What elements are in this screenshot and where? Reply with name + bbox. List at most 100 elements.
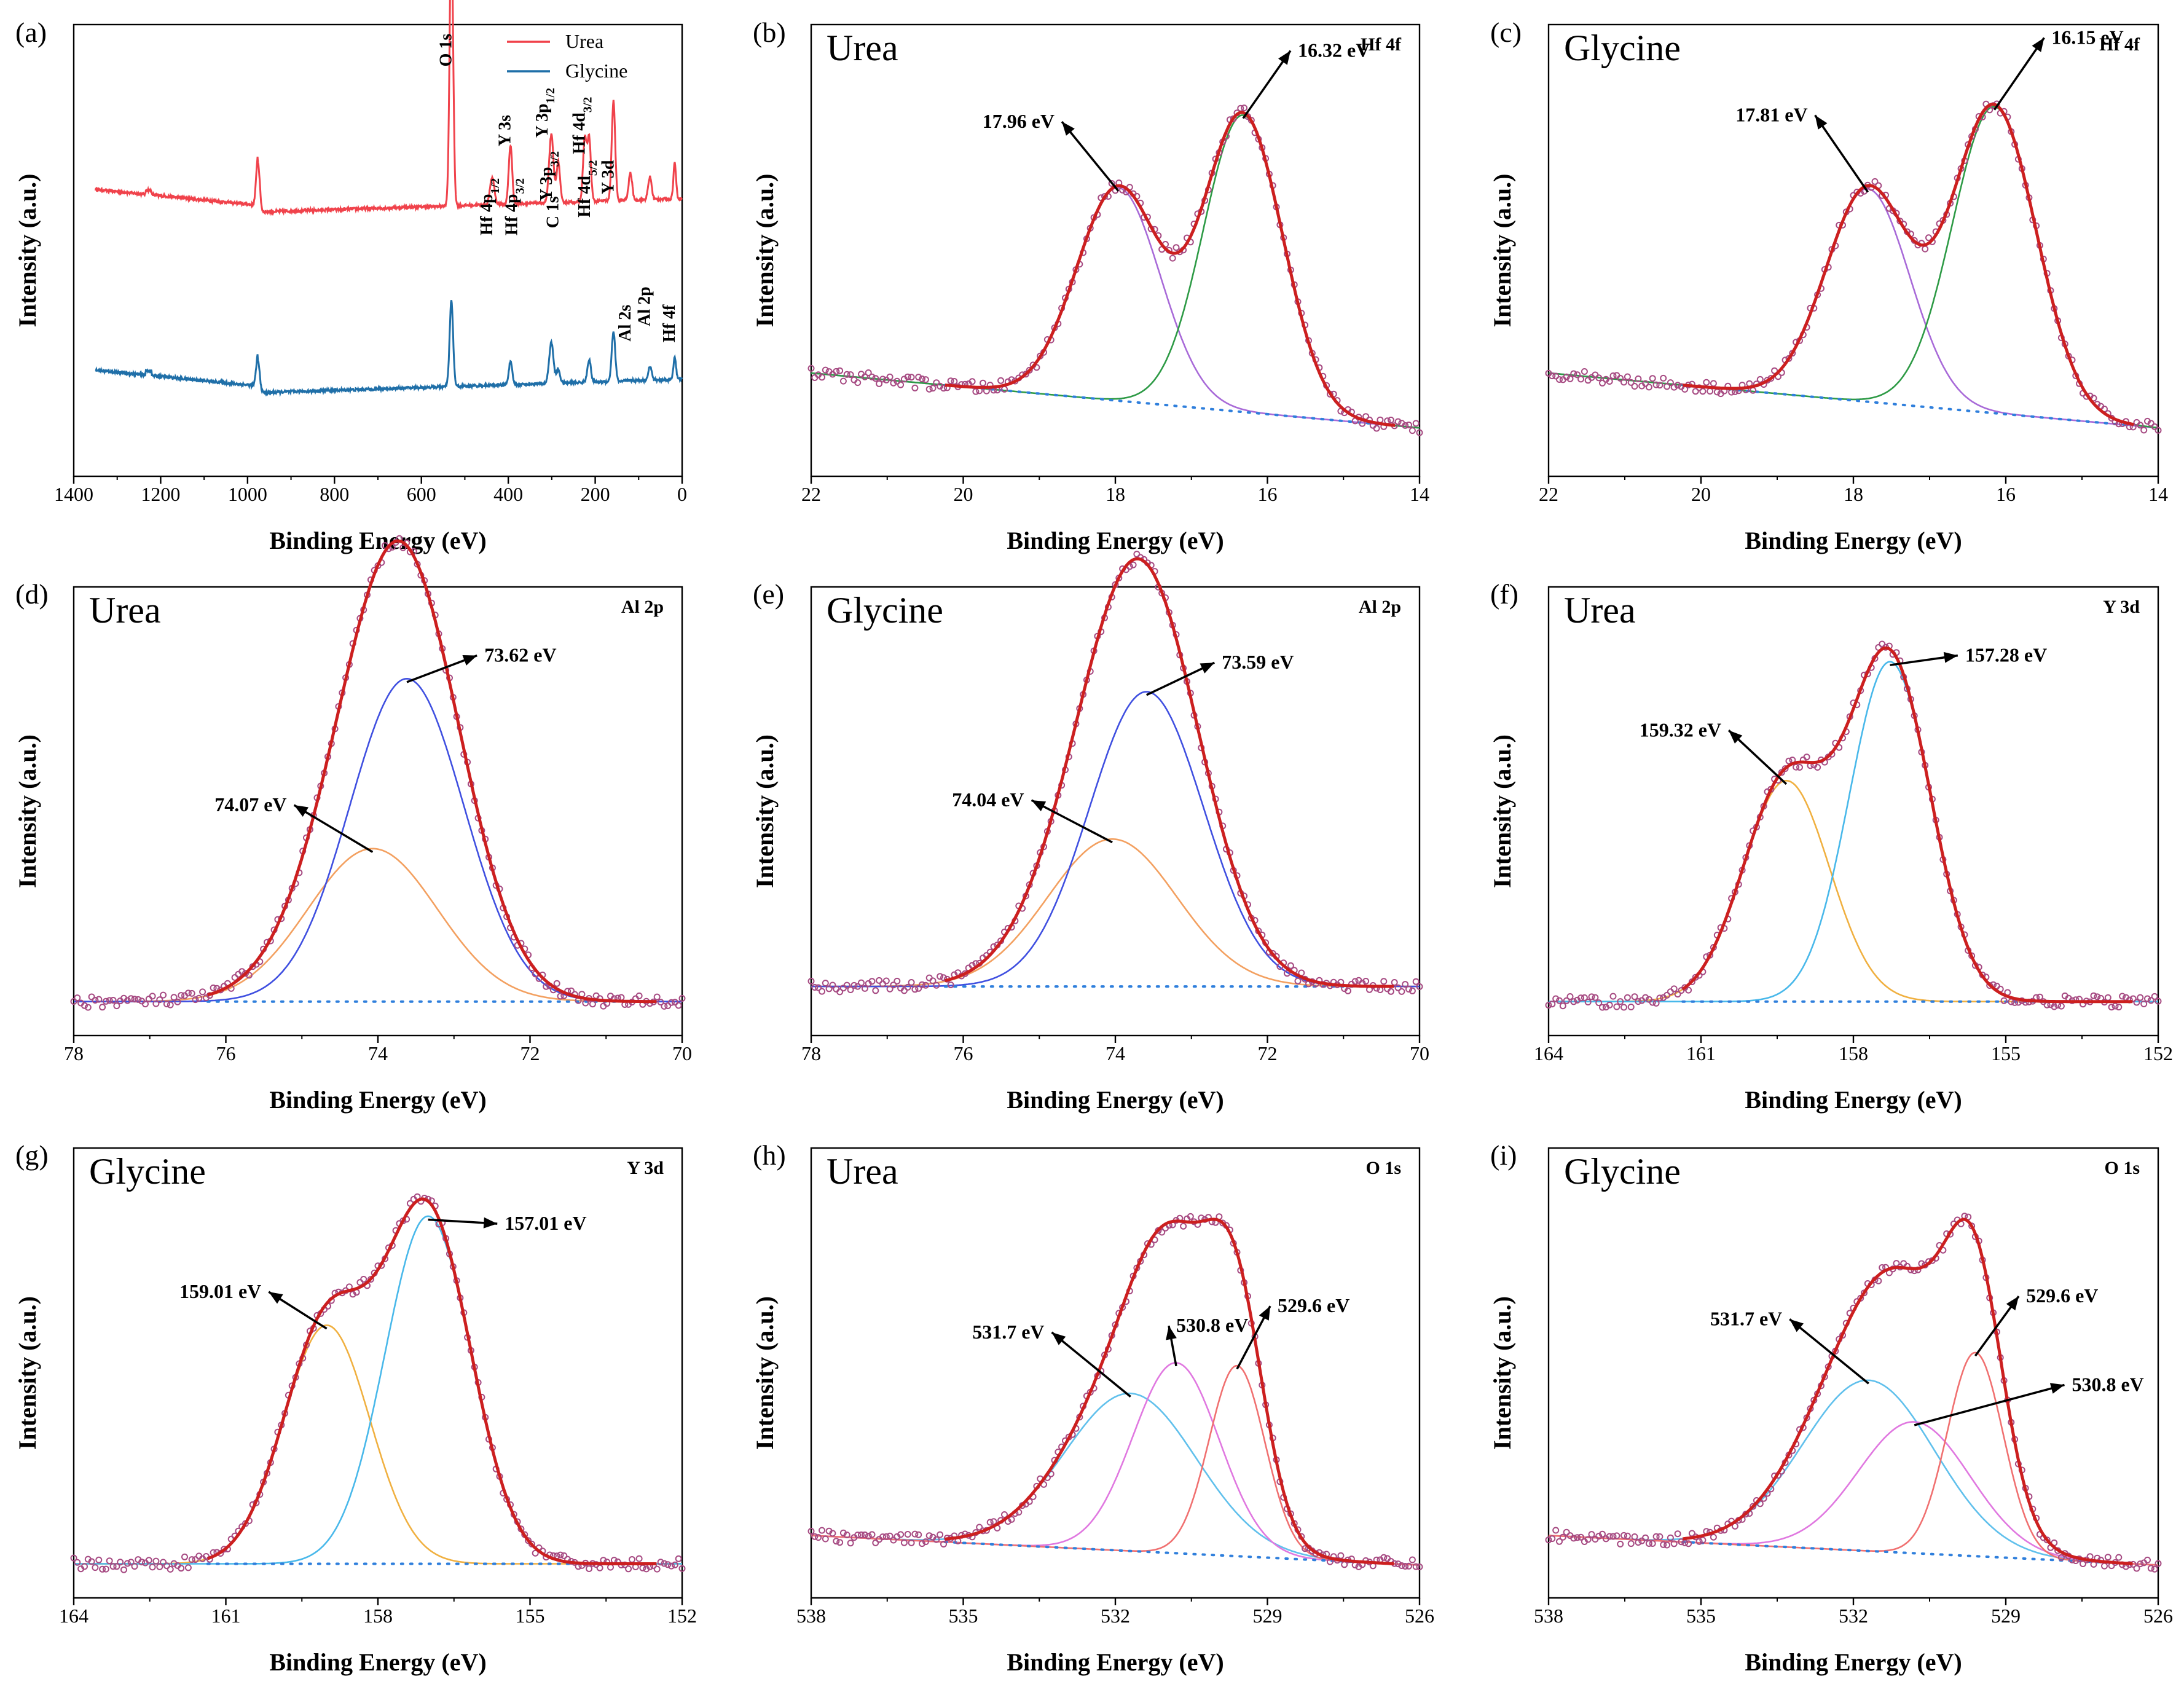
x-tick-label: 526: [1405, 1605, 1434, 1627]
raw-data-point: [872, 987, 879, 994]
raw-data-point: [1649, 999, 1656, 1006]
raw-data-point: [156, 1563, 163, 1570]
panel-label: (c): [1490, 17, 1522, 48]
raw-data-points: [1545, 1213, 2162, 1573]
raw-data-point: [1674, 991, 1681, 998]
raw-data-point: [131, 1563, 138, 1570]
x-tick-label: 72: [520, 1042, 540, 1064]
raw-data-point: [81, 1002, 88, 1009]
peak-annotation: 16.32 eV: [1298, 39, 1370, 61]
raw-data-point: [1416, 429, 1423, 436]
y-axis-label: Intensity (a.u.): [1488, 1296, 1516, 1450]
survey-peak-label: Y 3s: [496, 115, 515, 146]
raw-data-point: [947, 377, 954, 385]
raw-data-point: [149, 1563, 156, 1571]
raw-data-point: [1631, 993, 1638, 1001]
raw-data-point: [815, 984, 822, 991]
raw-data-point: [1599, 1530, 1606, 1538]
orbital-label: Hf 4f: [1361, 34, 1402, 55]
fit-component-1: [74, 1324, 682, 1565]
x-tick-label: 22: [1539, 483, 1558, 505]
x-tick-label: 538: [796, 1605, 826, 1627]
x-tick-label: 600: [407, 483, 436, 505]
raw-data-point: [1405, 421, 1412, 428]
arrow-head: [1278, 50, 1290, 65]
raw-data-point: [843, 371, 850, 378]
raw-data-point: [833, 1538, 840, 1545]
raw-data-point: [2090, 992, 2097, 999]
raw-data-point: [84, 1004, 92, 1011]
raw-data-point: [876, 380, 883, 387]
raw-data-point: [81, 1563, 88, 1570]
raw-data-point: [1635, 1539, 1642, 1546]
x-tick-label: 152: [667, 1605, 697, 1627]
panel-i: 538 535 532 529 526 Binding Energy (eV) Intens…: [1488, 1139, 2173, 1676]
sample-title: Glycine: [1564, 1151, 1681, 1192]
x-axis-label: Binding Energy (eV): [1007, 527, 1224, 554]
raw-data-point: [1781, 765, 1789, 773]
peak-annotation: 159.32 eV: [1640, 718, 1721, 741]
raw-data-point: [1609, 1533, 1617, 1540]
panel-label: (b): [753, 17, 786, 48]
plot-frame: [810, 586, 1421, 1037]
fit-component-1: [1548, 187, 2159, 429]
raw-data-point: [618, 994, 625, 1001]
raw-data-point: [1922, 245, 1929, 253]
peak-annotation: 159.01 eV: [179, 1280, 261, 1302]
raw-data-point: [170, 1560, 178, 1567]
raw-data-point: [872, 1539, 879, 1546]
x-tick-label: 532: [1839, 1605, 1868, 1627]
raw-data-point: [1108, 180, 1115, 187]
raw-data-point: [847, 371, 854, 379]
raw-data-point: [1302, 1545, 1309, 1552]
raw-data-point: [625, 1565, 632, 1573]
raw-data-point: [2147, 1565, 2155, 1572]
x-axis-label: Binding Energy (eV): [1745, 527, 1962, 554]
panel-c: 22 20 18 16 14 Binding Energy (eV) Intensity (…: [1488, 17, 2168, 554]
x-axis-label: Binding Energy (eV): [1745, 1648, 1962, 1676]
raw-data-point: [1345, 987, 1351, 994]
fit-envelope: [945, 557, 1394, 988]
panel-label: (f): [1490, 578, 1518, 610]
arrow-head: [2049, 1383, 2065, 1394]
raw-data-point: [1674, 1530, 1681, 1538]
raw-data-point: [1635, 998, 1642, 1005]
peak-annotation: 17.96 eV: [983, 110, 1055, 132]
x-tick-label: 529: [1991, 1605, 2021, 1627]
raw-data-point: [1660, 374, 1667, 382]
sample-title: Urea: [827, 1151, 898, 1192]
x-tick-label: 1000: [228, 483, 267, 505]
raw-data-point: [1187, 1213, 1194, 1220]
raw-data-point: [1563, 997, 1570, 1004]
raw-data-point: [170, 994, 178, 1001]
peak-annotation: 531.7 eV: [972, 1321, 1044, 1343]
survey-peak-label: Y 3p3/2: [537, 151, 562, 201]
raw-data-point: [1552, 372, 1560, 380]
raw-data-point: [95, 996, 103, 1003]
orbital-label: O 1s: [2104, 1158, 2140, 1178]
raw-data-point: [843, 1532, 850, 1538]
raw-data-point: [1699, 388, 1707, 395]
raw-data-point: [919, 981, 925, 988]
raw-data-point: [109, 997, 117, 1004]
raw-data-point: [922, 376, 929, 383]
x-tick-label: 164: [1534, 1042, 1563, 1064]
raw-data-point: [1617, 375, 1624, 382]
survey-peak-label: Hf 4d3/2: [570, 97, 595, 154]
arrow-head: [462, 655, 477, 666]
raw-data-point: [894, 977, 901, 985]
raw-data-point: [1412, 1563, 1420, 1570]
raw-data-point: [2147, 420, 2155, 427]
fit-component-2: [1548, 106, 2159, 429]
raw-data-point: [88, 1558, 95, 1565]
raw-data-point: [929, 977, 937, 985]
arrow-head: [1729, 730, 1743, 744]
raw-data-point: [1402, 422, 1409, 429]
orbital-label: Hf 4f: [2099, 34, 2140, 55]
raw-data-point: [525, 1537, 532, 1544]
x-tick-label: 1400: [54, 483, 93, 505]
arrow-head: [1062, 122, 1075, 136]
fit-component-3: [811, 1364, 1420, 1566]
raw-data-point: [1803, 753, 1810, 761]
raw-data-point: [92, 1564, 99, 1571]
